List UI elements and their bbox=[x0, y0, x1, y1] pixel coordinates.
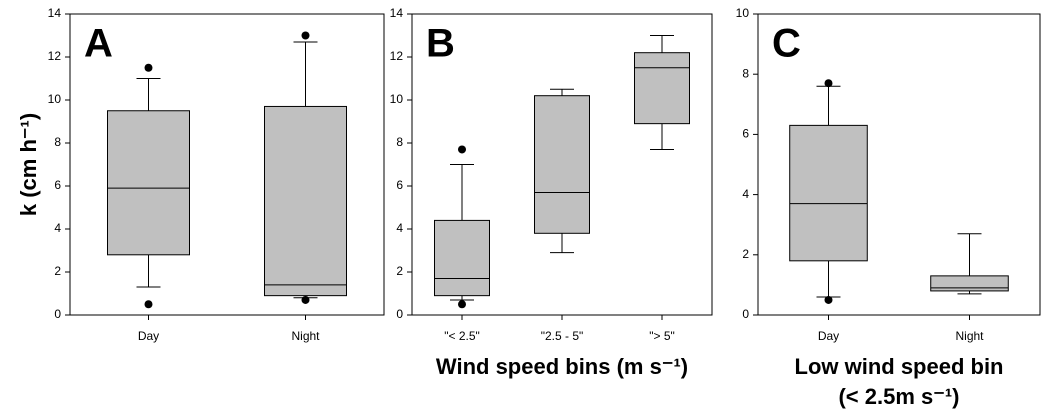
box bbox=[634, 52, 690, 125]
outlier bbox=[144, 63, 153, 72]
y-tick-label: 12 bbox=[390, 49, 404, 63]
outlier bbox=[824, 79, 833, 88]
y-tick-label: 8 bbox=[54, 135, 61, 149]
x-axis-label: (< 2.5m s⁻¹) bbox=[838, 384, 959, 409]
panel-label: A bbox=[84, 22, 113, 66]
y-axis-label: k (cm h⁻¹) bbox=[16, 113, 41, 216]
x-axis-label: Low wind speed bin bbox=[795, 354, 1004, 379]
x-tick-label: Night bbox=[955, 329, 984, 343]
y-tick-label: 6 bbox=[396, 178, 403, 192]
outlier bbox=[824, 295, 833, 304]
x-tick-label: Night bbox=[291, 329, 320, 343]
y-tick-label: 8 bbox=[742, 66, 749, 80]
y-tick-label: 4 bbox=[396, 221, 403, 235]
y-tick-label: 4 bbox=[54, 221, 61, 235]
y-tick-label: 10 bbox=[48, 92, 62, 106]
y-tick-label: 6 bbox=[742, 127, 749, 141]
x-tick-label: "< 2.5" bbox=[444, 329, 480, 343]
y-tick-label: 0 bbox=[54, 307, 61, 321]
box bbox=[107, 110, 190, 256]
box bbox=[534, 95, 590, 234]
x-tick-label: Day bbox=[818, 329, 839, 343]
outlier bbox=[301, 31, 310, 40]
y-tick-label: 2 bbox=[54, 264, 61, 278]
outlier bbox=[144, 300, 153, 309]
y-tick-label: 10 bbox=[390, 92, 404, 106]
y-tick-label: 2 bbox=[396, 264, 403, 278]
y-tick-label: 4 bbox=[742, 187, 749, 201]
y-tick-label: 14 bbox=[390, 6, 404, 20]
panel-label: B bbox=[426, 22, 455, 66]
panel-label: C bbox=[772, 22, 801, 66]
box bbox=[789, 124, 868, 262]
y-tick-label: 2 bbox=[742, 247, 749, 261]
box bbox=[930, 275, 1009, 292]
outlier bbox=[301, 295, 310, 304]
y-tick-label: 0 bbox=[742, 307, 749, 321]
plot-frame bbox=[69, 13, 385, 316]
y-tick-label: 12 bbox=[48, 49, 62, 63]
y-tick-label: 8 bbox=[396, 135, 403, 149]
y-tick-label: 10 bbox=[736, 6, 750, 20]
x-tick-label: Day bbox=[138, 329, 159, 343]
y-tick-label: 14 bbox=[48, 6, 62, 20]
outlier bbox=[458, 145, 466, 154]
y-tick-label: 6 bbox=[54, 178, 61, 192]
x-tick-label: "2.5 - 5" bbox=[541, 329, 584, 343]
x-axis-label: Wind speed bins (m s⁻¹) bbox=[436, 354, 688, 379]
x-tick-label: "> 5" bbox=[649, 329, 675, 343]
box bbox=[264, 105, 347, 297]
y-tick-label: 0 bbox=[396, 307, 403, 321]
box bbox=[434, 219, 490, 297]
outlier bbox=[458, 300, 466, 309]
plot-frame bbox=[757, 13, 1041, 316]
